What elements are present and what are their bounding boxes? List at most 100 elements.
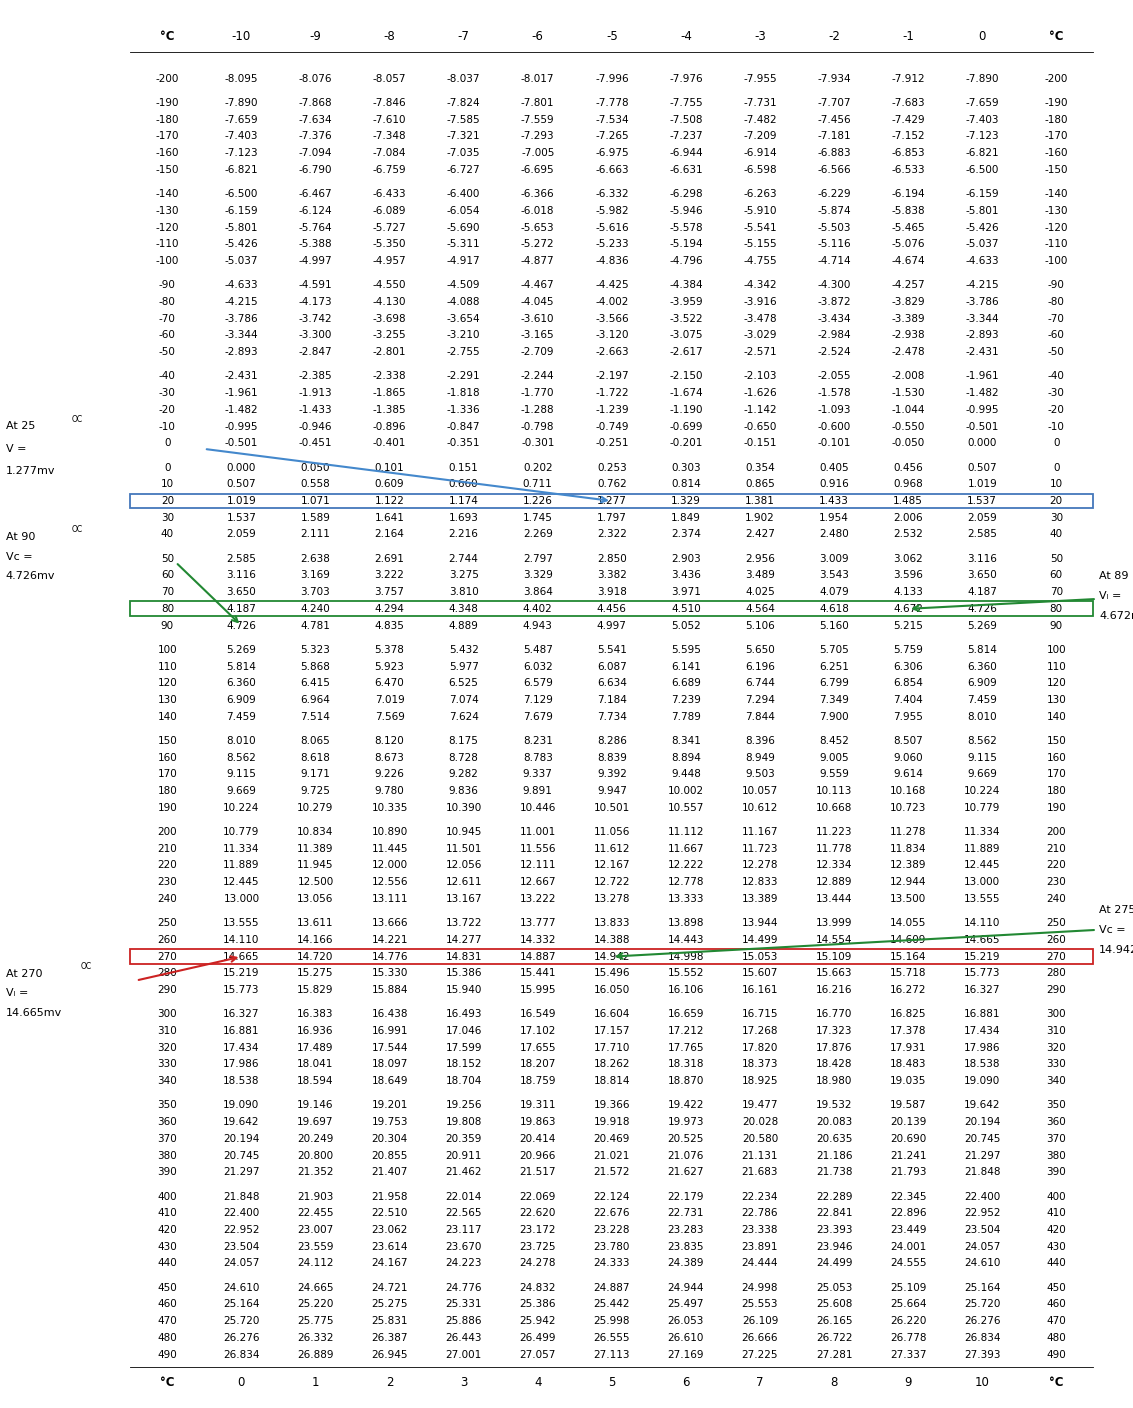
Text: -4.045: -4.045	[521, 297, 554, 307]
Text: 340: 340	[1047, 1076, 1066, 1086]
Text: -1.190: -1.190	[670, 406, 702, 415]
Text: -7.403: -7.403	[965, 114, 999, 125]
Text: -0.451: -0.451	[299, 438, 332, 448]
Text: 11.334: 11.334	[223, 843, 259, 853]
Text: -6.566: -6.566	[817, 165, 851, 175]
Text: 20.139: 20.139	[889, 1117, 927, 1128]
Text: 16.438: 16.438	[372, 1010, 408, 1019]
Text: 3.810: 3.810	[449, 587, 478, 597]
Text: -4.836: -4.836	[595, 256, 629, 266]
Text: 24.057: 24.057	[964, 1242, 1000, 1252]
Text: -90: -90	[159, 280, 176, 290]
Text: -0.201: -0.201	[670, 438, 702, 448]
Text: -1.674: -1.674	[670, 389, 702, 398]
Text: °C: °C	[160, 1376, 174, 1390]
Text: -4.674: -4.674	[892, 256, 925, 266]
Text: -5.194: -5.194	[670, 239, 702, 249]
Text: 20.359: 20.359	[445, 1133, 482, 1143]
Text: 4.240: 4.240	[300, 604, 331, 614]
Text: -1.961: -1.961	[224, 389, 258, 398]
Text: 23.559: 23.559	[297, 1242, 334, 1252]
Text: 2.111: 2.111	[300, 529, 331, 539]
Text: 20.414: 20.414	[520, 1133, 556, 1143]
Text: 19.366: 19.366	[594, 1101, 630, 1111]
Text: 6: 6	[682, 1376, 690, 1390]
Text: -6.821: -6.821	[965, 148, 999, 158]
Text: 8.894: 8.894	[671, 753, 701, 763]
Text: -5.764: -5.764	[299, 222, 332, 232]
Text: -0.101: -0.101	[817, 438, 851, 448]
Text: 0.253: 0.253	[597, 462, 627, 473]
Text: 13.000: 13.000	[223, 894, 259, 904]
Text: At 270: At 270	[6, 969, 42, 979]
Text: -7.403: -7.403	[224, 131, 258, 141]
Text: 13.833: 13.833	[594, 918, 630, 928]
Text: 320: 320	[157, 1043, 177, 1053]
Text: 17.434: 17.434	[964, 1026, 1000, 1036]
Text: 1.537: 1.537	[227, 513, 256, 522]
Text: -6.759: -6.759	[373, 165, 407, 175]
Text: 1.174: 1.174	[449, 496, 478, 505]
Text: 150: 150	[1047, 736, 1066, 746]
Text: -8.037: -8.037	[446, 73, 480, 83]
Text: 24.333: 24.333	[594, 1259, 630, 1269]
Text: -7.265: -7.265	[595, 131, 629, 141]
Text: -5.350: -5.350	[373, 239, 407, 249]
Text: 4.510: 4.510	[671, 604, 701, 614]
Text: -6.054: -6.054	[446, 206, 480, 215]
Text: -2.478: -2.478	[892, 348, 925, 358]
Text: 20.745: 20.745	[223, 1150, 259, 1160]
Text: 10.224: 10.224	[223, 803, 259, 812]
Text: -1.865: -1.865	[373, 389, 407, 398]
Text: 5.215: 5.215	[893, 621, 923, 631]
Text: 17.268: 17.268	[742, 1026, 778, 1036]
Text: 2.691: 2.691	[375, 553, 404, 563]
Text: 13.666: 13.666	[372, 918, 408, 928]
Text: 0.507: 0.507	[227, 479, 256, 489]
Text: -7.348: -7.348	[373, 131, 407, 141]
Text: 140: 140	[1047, 711, 1066, 722]
Text: -0.550: -0.550	[892, 421, 925, 432]
Text: -160: -160	[155, 148, 179, 158]
Text: 23.117: 23.117	[445, 1225, 482, 1235]
Text: -0.798: -0.798	[521, 421, 554, 432]
Text: 1.954: 1.954	[819, 513, 849, 522]
Text: 180: 180	[157, 786, 177, 796]
Text: 150: 150	[157, 736, 177, 746]
Text: 490: 490	[157, 1350, 177, 1360]
Text: 21.958: 21.958	[372, 1191, 408, 1201]
Text: 8.396: 8.396	[746, 736, 775, 746]
Text: 26.555: 26.555	[594, 1333, 630, 1343]
Text: -10: -10	[1048, 421, 1065, 432]
Text: -1.239: -1.239	[595, 406, 629, 415]
Text: 3.650: 3.650	[968, 570, 997, 580]
Text: 21.186: 21.186	[816, 1150, 852, 1160]
Text: 25.998: 25.998	[594, 1316, 630, 1326]
Text: -2.709: -2.709	[521, 348, 554, 358]
Text: 16.825: 16.825	[889, 1010, 927, 1019]
Text: 22.234: 22.234	[742, 1191, 778, 1201]
Text: 2.059: 2.059	[968, 513, 997, 522]
Text: 7: 7	[756, 1376, 764, 1390]
Text: 290: 290	[1047, 986, 1066, 995]
Text: -6.883: -6.883	[817, 148, 851, 158]
Text: -7.955: -7.955	[743, 73, 777, 83]
Text: 15.552: 15.552	[667, 969, 704, 979]
Text: 9.282: 9.282	[449, 769, 478, 780]
Text: 8.673: 8.673	[375, 753, 404, 763]
Text: 10: 10	[161, 479, 173, 489]
Text: -4.509: -4.509	[446, 280, 480, 290]
Text: 17.544: 17.544	[372, 1043, 408, 1053]
Bar	[130, 494, 1093, 508]
Text: 30: 30	[161, 513, 173, 522]
Text: 0.762: 0.762	[597, 479, 627, 489]
Text: 24.499: 24.499	[816, 1259, 852, 1269]
Text: 20.580: 20.580	[742, 1133, 778, 1143]
Text: 14.443: 14.443	[667, 935, 704, 945]
Text: -6.853: -6.853	[892, 148, 925, 158]
Text: -3.916: -3.916	[743, 297, 777, 307]
Text: 26.220: 26.220	[889, 1316, 927, 1326]
Text: 16.383: 16.383	[297, 1010, 334, 1019]
Text: -3.872: -3.872	[817, 297, 851, 307]
Text: -8.095: -8.095	[224, 73, 258, 83]
